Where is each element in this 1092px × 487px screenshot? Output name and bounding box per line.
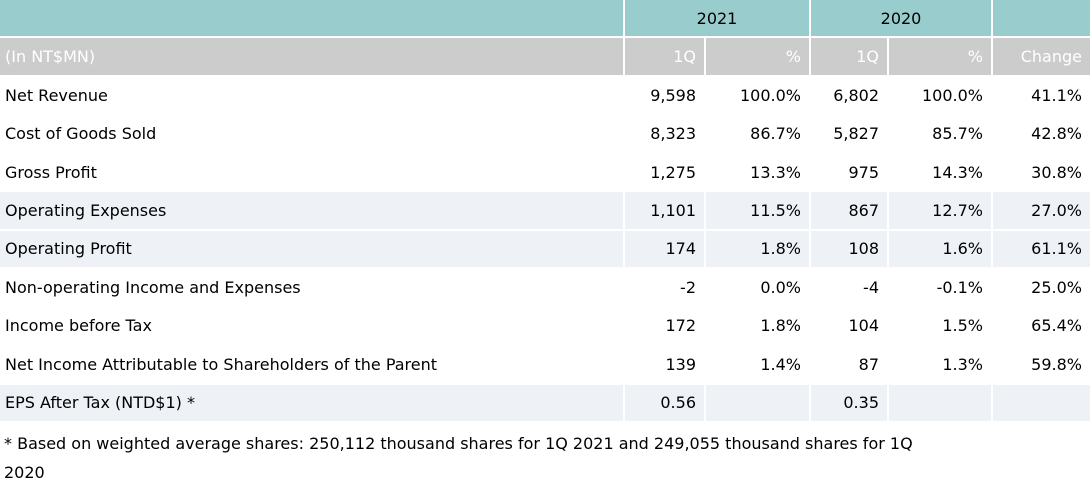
row-label: EPS After Tax (NTD$1) *	[0, 384, 625, 423]
cell-value: 1.6%	[889, 230, 993, 270]
cell-value: 172	[625, 307, 706, 347]
cell-value: 1,101	[625, 192, 706, 231]
row-label: Net Revenue	[0, 77, 625, 116]
cell-value: 42.8%	[993, 115, 1092, 154]
cell-value: 5,827	[811, 115, 889, 154]
unit-label: (In NT$MN)	[0, 38, 625, 77]
cell-value: 1.3%	[889, 346, 993, 385]
cell-value: -4	[811, 269, 889, 308]
cell-value: 139	[625, 346, 706, 385]
cell-value: 25.0%	[993, 269, 1092, 308]
footnote-line-1: * Based on weighted average shares: 250,…	[4, 433, 913, 453]
cell-value: 27.0%	[993, 192, 1092, 231]
column-header-2: %	[706, 38, 811, 77]
cell-value	[993, 384, 1092, 423]
cell-value: 174	[625, 230, 706, 270]
cell-value	[706, 384, 811, 423]
year-header-2020: 2020	[811, 0, 993, 38]
year-header-spacer-right	[993, 0, 1092, 38]
cell-value: 8,323	[625, 115, 706, 154]
cell-value: -2	[625, 269, 706, 308]
row-label: Operating Expenses	[0, 192, 625, 231]
cell-value: 9,598	[625, 77, 706, 116]
cell-value: 1,275	[625, 153, 706, 193]
cell-value: 13.3%	[706, 153, 811, 193]
row-label: Operating Profit	[0, 230, 625, 270]
row-label: Net Income Attributable to Shareholders …	[0, 346, 625, 385]
cell-value: 0.35	[811, 384, 889, 423]
cell-value: 100.0%	[889, 77, 993, 116]
column-header-5: Change	[993, 38, 1092, 77]
cell-value: 1.4%	[706, 346, 811, 385]
column-header-4: %	[889, 38, 993, 77]
footnote: * Based on weighted average shares: 250,…	[0, 422, 1092, 487]
cell-value: 0.56	[625, 384, 706, 423]
cell-value: 14.3%	[889, 153, 993, 193]
cell-value: 87	[811, 346, 889, 385]
cell-value: 12.7%	[889, 192, 993, 231]
cell-value: 85.7%	[889, 115, 993, 154]
cell-value: 0.0%	[706, 269, 811, 308]
column-header-3: 1Q	[811, 38, 889, 77]
cell-value: 100.0%	[706, 77, 811, 116]
footnote-line-2: 2020	[4, 462, 45, 482]
cell-value: 1.8%	[706, 230, 811, 270]
cell-value: 6,802	[811, 77, 889, 116]
cell-value: 975	[811, 153, 889, 193]
income-statement-table: 2021 2020 (In NT$MN) 1Q% 1Q% Change Net Revenu…	[0, 0, 1092, 423]
cell-value: 11.5%	[706, 192, 811, 231]
cell-value	[889, 384, 993, 423]
cell-value: 867	[811, 192, 889, 231]
year-header-2021: 2021	[625, 0, 811, 38]
cell-value: 86.7%	[706, 115, 811, 154]
cell-value: -0.1%	[889, 269, 993, 308]
cell-value: 104	[811, 307, 889, 347]
row-label: Gross Profit	[0, 153, 625, 193]
row-label: Income before Tax	[0, 307, 625, 347]
cell-value: 1.5%	[889, 307, 993, 347]
column-header-1: 1Q	[625, 38, 706, 77]
row-label: Cost of Goods Sold	[0, 115, 625, 154]
cell-value: 61.1%	[993, 230, 1092, 270]
cell-value: 59.8%	[993, 346, 1092, 385]
row-label: Non-operating Income and Expenses	[0, 269, 625, 308]
cell-value: 1.8%	[706, 307, 811, 347]
cell-value: 30.8%	[993, 153, 1092, 193]
cell-value: 41.1%	[993, 77, 1092, 116]
cell-value: 65.4%	[993, 307, 1092, 347]
year-header-spacer-left	[0, 0, 625, 38]
cell-value: 108	[811, 230, 889, 270]
